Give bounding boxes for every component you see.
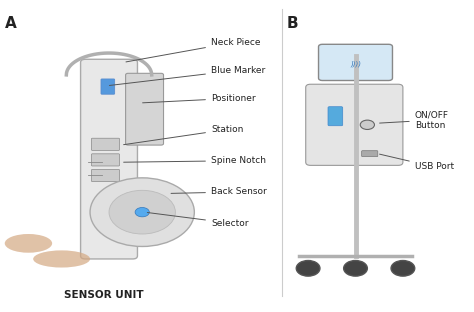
Text: ON/OFF
Button: ON/OFF Button: [380, 110, 449, 130]
Text: )))): )))): [350, 61, 361, 67]
FancyBboxPatch shape: [306, 84, 403, 165]
FancyBboxPatch shape: [91, 138, 119, 150]
Circle shape: [360, 120, 374, 129]
Text: SENSOR UNIT: SENSOR UNIT: [64, 290, 144, 300]
Text: Blue Marker: Blue Marker: [109, 66, 265, 85]
FancyBboxPatch shape: [328, 107, 343, 126]
Text: USB Port: USB Port: [380, 154, 454, 171]
FancyBboxPatch shape: [91, 169, 119, 182]
Circle shape: [109, 190, 175, 234]
FancyBboxPatch shape: [91, 154, 119, 166]
Circle shape: [90, 178, 194, 246]
Text: Back Sensor: Back Sensor: [171, 188, 267, 196]
Text: Neck Piece: Neck Piece: [126, 38, 260, 62]
FancyBboxPatch shape: [319, 44, 392, 80]
FancyBboxPatch shape: [126, 73, 164, 145]
Circle shape: [391, 261, 415, 276]
Ellipse shape: [5, 234, 52, 253]
Circle shape: [296, 261, 320, 276]
FancyBboxPatch shape: [362, 151, 378, 157]
Text: A: A: [5, 16, 17, 31]
Ellipse shape: [33, 250, 90, 267]
Text: Selector: Selector: [147, 212, 248, 227]
Text: B: B: [287, 16, 299, 31]
Text: Station: Station: [124, 125, 243, 145]
Circle shape: [135, 207, 149, 217]
Circle shape: [344, 261, 367, 276]
FancyBboxPatch shape: [81, 59, 137, 259]
FancyBboxPatch shape: [101, 79, 115, 94]
Text: Spine Notch: Spine Notch: [124, 156, 266, 165]
Text: Positioner: Positioner: [143, 94, 255, 103]
